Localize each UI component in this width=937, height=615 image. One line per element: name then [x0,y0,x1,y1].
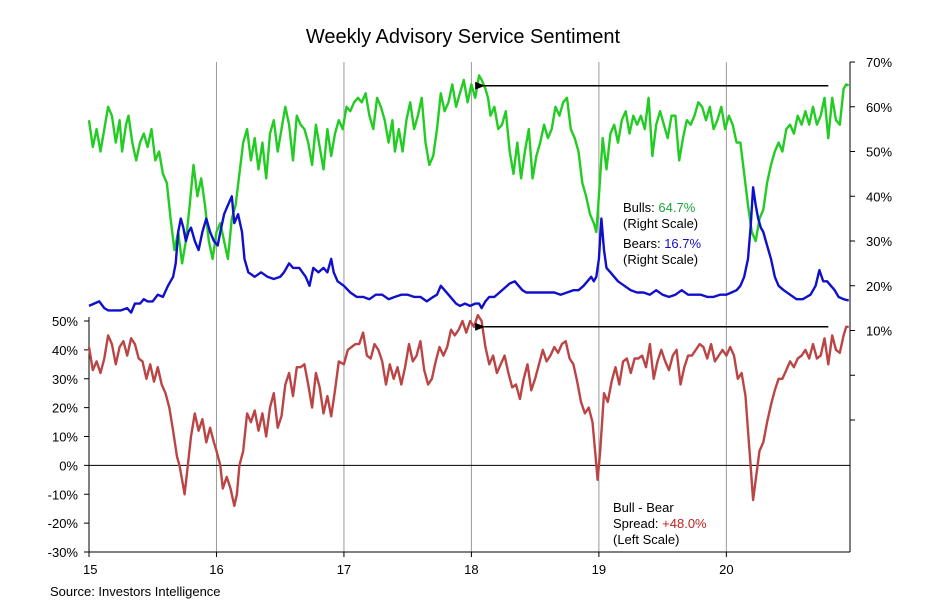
spread-value: +48.0% [662,516,707,531]
series-bulls-line [87,74,850,265]
bulls-annotation: Bulls: 64.7% [623,200,696,215]
x-axis-tick-labels: 15 16 17 18 19 20 [83,552,734,577]
right-tick-label-70: 70% [866,55,892,70]
reference-arrows [475,81,829,331]
x-tick-label-18: 18 [464,562,478,577]
bears-annotation: Bears: 16.7% [623,236,701,251]
spread-label: Spread: [613,516,662,531]
left-axis-tick-labels: -30% -20% -10% 0% 10% 20% 30% 40% 50% [48,314,89,560]
left-tick-label--10: -10% [48,487,79,502]
left-tick-label--20: -20% [48,516,79,531]
bulls-scale-note: (Right Scale) [623,216,698,231]
right-tick-label-60: 60% [866,100,892,115]
left-tick-label-0: 0% [59,458,78,473]
x-tick-label-16: 16 [209,562,223,577]
left-tick-label-20: 20% [52,401,78,416]
series-bears-line [88,186,849,314]
right-tick-label-40: 40% [866,189,892,204]
bears-label: Bears: [623,236,664,251]
right-axis-tick-labels: 10% 20% 30% 40% 50% 60% 70% [850,55,892,421]
right-tick-label-20: 20% [866,279,892,294]
x-tick-label-20: 20 [719,562,733,577]
spread-annotation-line1: Bull - Bear [613,500,674,515]
right-tick-label-30: 30% [866,234,892,249]
spread-scale-note: (Left Scale) [613,532,679,547]
axes [88,62,851,553]
chart-title: Weekly Advisory Service Sentiment [306,26,621,48]
bulls-value: 64.7% [658,200,695,215]
x-tick-label-15: 15 [83,562,97,577]
bulls-label: Bulls: [623,200,658,215]
left-tick-label--30: -30% [48,545,79,560]
left-tick-label-30: 30% [52,372,78,387]
left-tick-label-40: 40% [52,343,78,358]
series-lines [87,74,850,507]
spread-annotation: Spread: +48.0% [613,516,707,531]
right-tick-label-10: 10% [866,324,892,339]
left-tick-label-50: 50% [52,314,78,329]
right-tick-label-50: 50% [866,145,892,160]
x-tick-label-17: 17 [337,562,351,577]
left-tick-label-10: 10% [52,430,78,445]
source-note: Source: Investors Intelligence [50,584,221,599]
x-tick-label-19: 19 [592,562,606,577]
bears-scale-note: (Right Scale) [623,252,698,267]
series-spread-line [87,314,849,507]
bears-value: 16.7% [664,236,701,251]
